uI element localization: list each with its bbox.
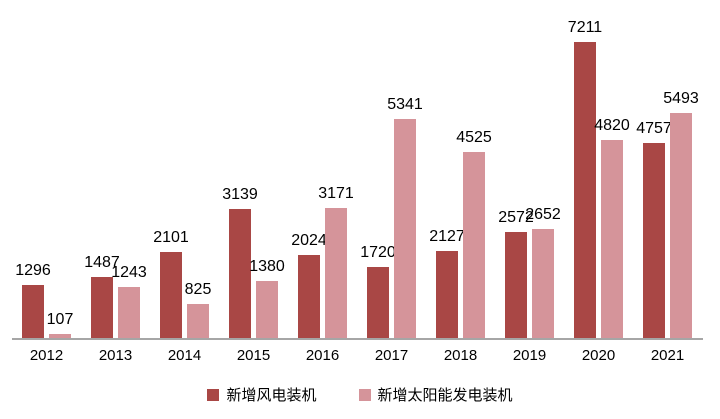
x-axis-label-2015: 2015 — [236, 347, 271, 364]
value-label-wind-2015: 3139 — [222, 186, 258, 203]
value-label-wind-2018: 2127 — [429, 228, 465, 245]
value-label-solar-2012: 107 — [46, 311, 74, 328]
bar-wind-2020 — [574, 42, 596, 338]
legend-label-solar: 新增太阳能发电装机 — [377, 387, 513, 404]
bar-solar-2017 — [394, 119, 416, 338]
value-label-solar-2019: 2652 — [525, 206, 561, 223]
value-label-solar-2017: 5341 — [387, 96, 423, 113]
bar-solar-2014 — [187, 304, 209, 338]
value-label-solar-2015: 1380 — [249, 258, 285, 275]
bar-wind-2012 — [22, 285, 44, 338]
legend-swatch-wind — [207, 388, 220, 401]
x-axis-label-2013: 2013 — [98, 347, 133, 364]
value-label-solar-2016: 3171 — [318, 185, 354, 202]
x-axis: 2012 2013 2014 2015 2016 2017 2018 2019 2020 2021 — [12, 347, 703, 364]
bar-solar-2018 — [463, 152, 485, 338]
value-label-wind-2019: 2572 — [498, 209, 534, 226]
bar-wind-2019 — [505, 232, 527, 338]
value-label-wind-2014: 2101 — [153, 229, 189, 246]
bar-wind-2021 — [643, 143, 665, 338]
x-axis-label-2020: 2020 — [581, 347, 616, 364]
bar-solar-2019 — [532, 229, 554, 338]
value-label-wind-2017: 1720 — [360, 244, 396, 261]
x-axis-label-2021: 2021 — [650, 347, 685, 364]
bar-wind-2015 — [229, 209, 251, 338]
value-label-wind-2016: 2024 — [291, 232, 327, 249]
value-label-solar-2020: 4820 — [594, 117, 630, 134]
bar-solar-2020 — [601, 140, 623, 338]
bar-solar-2016 — [325, 208, 347, 338]
value-label-wind-2012: 1296 — [15, 262, 51, 279]
bar-wind-2018 — [436, 251, 458, 338]
bar-solar-2012 — [49, 334, 71, 338]
x-axis-label-2014: 2014 — [167, 347, 202, 364]
x-axis-label-2019: 2019 — [512, 347, 547, 364]
value-label-solar-2013: 1243 — [111, 264, 147, 281]
x-axis-label-2017: 2017 — [374, 347, 409, 364]
value-label-solar-2018: 4525 — [456, 129, 492, 146]
bar-wind-2014 — [160, 252, 182, 338]
legend-swatch-solar — [358, 388, 371, 401]
x-axis-label-2016: 2016 — [305, 347, 340, 364]
bar-wind-2016 — [298, 255, 320, 338]
value-label-wind-2020: 7211 — [567, 19, 603, 36]
plot-area: 1296 107 1487 1243 2101 825 3139 1380 2024 3171 17… — [12, 0, 703, 340]
value-label-wind-2013: 1487 — [84, 254, 120, 271]
bar-wind-2017 — [367, 267, 389, 338]
legend-item-wind: 新增风电装机 — [207, 384, 317, 405]
bar-solar-2015 — [256, 281, 278, 338]
legend-item-solar: 新增太阳能发电装机 — [358, 384, 513, 405]
bar-wind-2013 — [91, 277, 113, 338]
legend: 新增风电装机 新增太阳能发电装机 — [0, 384, 720, 405]
x-axis-label-2012: 2012 — [29, 347, 64, 364]
bar-solar-2021 — [670, 113, 692, 338]
value-label-solar-2014: 825 — [184, 281, 212, 298]
legend-label-wind: 新增风电装机 — [226, 387, 317, 404]
x-axis-label-2018: 2018 — [443, 347, 478, 364]
bar-solar-2013 — [118, 287, 140, 338]
value-label-wind-2021: 4757 — [636, 120, 672, 137]
value-label-solar-2021: 5493 — [663, 90, 699, 107]
